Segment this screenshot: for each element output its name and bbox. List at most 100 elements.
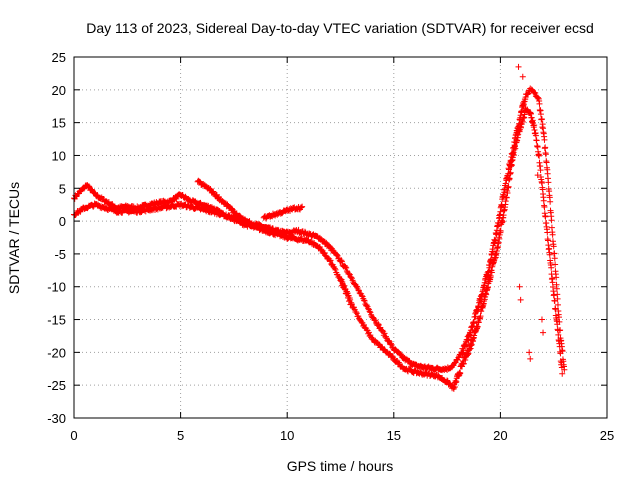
data-point	[353, 310, 360, 317]
data-point	[173, 195, 180, 202]
data-point	[444, 377, 451, 384]
y-tick-label: 20	[52, 83, 66, 98]
data-point	[533, 137, 540, 144]
data-point	[454, 357, 461, 364]
chart-title: Day 113 of 2023, Sidereal Day-to-day VTE…	[86, 20, 594, 36]
data-point	[535, 94, 542, 101]
data-point	[460, 360, 467, 367]
y-tick-label: -15	[47, 313, 66, 328]
data-point	[553, 285, 560, 292]
data-point	[365, 329, 372, 336]
x-tick-label: 0	[70, 428, 77, 443]
data-point	[333, 251, 340, 258]
data-point	[390, 354, 397, 361]
data-point	[517, 296, 524, 303]
y-tick-label: -25	[47, 378, 66, 393]
y-tick-label: 0	[59, 214, 66, 229]
data-point	[348, 299, 355, 306]
data-point	[457, 370, 464, 377]
data-point	[541, 204, 548, 211]
data-point	[224, 201, 231, 208]
data-point	[360, 297, 367, 304]
data-point	[389, 353, 396, 360]
data-point	[342, 264, 349, 271]
axis-ticks: 0 5 10 15 20 25 25 20 15 10 5 0 -5 -10 -15 -20 -25 -30	[47, 50, 614, 443]
data-point	[541, 136, 548, 143]
data-point	[387, 341, 394, 348]
data-point	[372, 317, 379, 324]
data-point	[497, 227, 504, 234]
y-tick-label: -10	[47, 280, 66, 295]
data-point	[471, 320, 478, 327]
data-point	[218, 209, 225, 216]
data-point	[406, 358, 413, 365]
data-point	[378, 343, 385, 350]
data-point	[526, 349, 533, 356]
x-tick-label: 20	[493, 428, 507, 443]
data-point	[537, 111, 544, 118]
data-point	[388, 341, 395, 348]
data-point	[524, 91, 531, 98]
data-point	[548, 271, 555, 278]
data-point	[361, 297, 368, 304]
data-point	[327, 244, 334, 251]
y-tick-label: -30	[47, 411, 66, 426]
data-point	[498, 202, 505, 209]
data-point	[487, 272, 494, 279]
data-point	[554, 321, 561, 328]
data-point	[552, 306, 559, 313]
data-point	[507, 169, 514, 176]
data-point	[353, 309, 360, 316]
data-point	[551, 255, 558, 262]
data-point	[515, 63, 522, 70]
data-point	[326, 258, 333, 265]
data-point	[514, 137, 521, 144]
data-point	[348, 301, 355, 308]
data-point	[298, 204, 305, 211]
data-point	[551, 291, 558, 298]
data-point	[505, 183, 512, 190]
x-tick-label: 25	[600, 428, 614, 443]
data-point	[462, 356, 469, 363]
data-point	[355, 286, 362, 293]
data-point	[519, 73, 526, 80]
data-point	[358, 292, 365, 299]
x-axis-label: GPS time / hours	[287, 458, 394, 474]
data-point	[206, 186, 213, 193]
data-point	[549, 231, 556, 238]
data-point	[85, 183, 92, 190]
data-point	[543, 159, 550, 166]
data-point	[548, 217, 555, 224]
data-point	[467, 345, 474, 352]
data-point	[455, 354, 462, 361]
plot-frame	[73, 56, 608, 419]
data-point	[368, 311, 375, 318]
y-axis-label: SDTVAR / TECUs	[6, 182, 22, 294]
y-tick-label: 15	[52, 116, 66, 131]
data-point	[547, 198, 554, 205]
data-point	[343, 264, 350, 271]
y-tick-label: 10	[52, 148, 66, 163]
data-point	[503, 194, 510, 201]
x-tick-label: 5	[177, 428, 184, 443]
x-tick-label: 10	[280, 428, 294, 443]
data-point	[331, 265, 338, 272]
data-point	[537, 167, 544, 174]
data-point	[546, 251, 553, 258]
data-point	[504, 189, 511, 196]
data-point	[347, 273, 354, 280]
data-point	[332, 266, 339, 273]
data-point	[85, 183, 92, 190]
data-point	[495, 239, 502, 246]
data-point	[532, 90, 539, 97]
data-point	[338, 258, 345, 265]
y-tick-label: 25	[52, 50, 66, 65]
data-point	[559, 370, 566, 377]
data-point	[488, 269, 495, 276]
data-point	[444, 378, 451, 385]
data-point	[556, 343, 563, 350]
data-point	[550, 243, 557, 250]
data-point	[451, 360, 458, 367]
data-point	[553, 274, 560, 281]
